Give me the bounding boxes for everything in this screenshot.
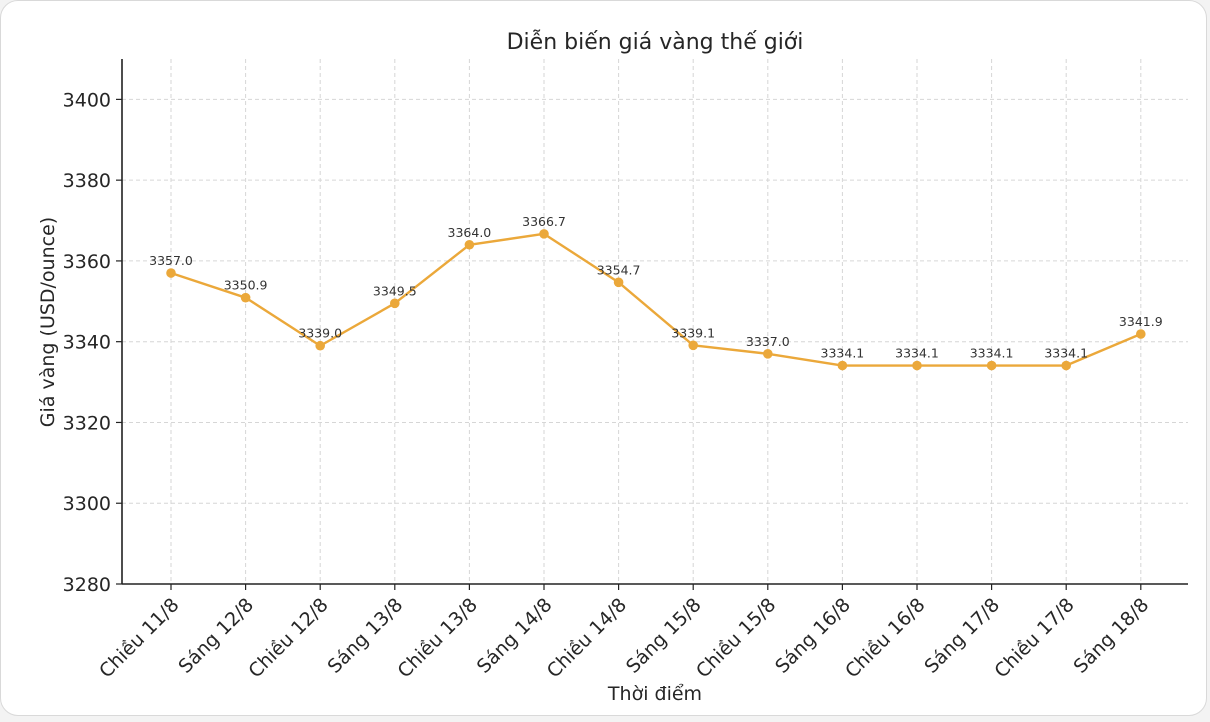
x-axis-label: Thời điểm bbox=[607, 683, 702, 705]
y-tick-label: 3380 bbox=[63, 170, 111, 192]
data-label: 3354.7 bbox=[597, 262, 641, 277]
data-point bbox=[837, 360, 848, 371]
y-axis-ticks: 3280 3300 3320 3340 3360 3380 3400 bbox=[63, 89, 122, 596]
data-point bbox=[763, 349, 773, 359]
y-tick-label: 3340 bbox=[63, 332, 111, 354]
data-point bbox=[390, 298, 400, 309]
data-point bbox=[613, 277, 624, 288]
x-tick-label: Chiều 16/8 bbox=[841, 594, 929, 682]
y-tick-label: 3320 bbox=[63, 412, 111, 434]
x-tick-label: Sáng 18/8 bbox=[1070, 594, 1154, 678]
data-label: 3364.0 bbox=[448, 225, 492, 240]
data-label: 3339.0 bbox=[298, 326, 342, 341]
data-label: 3349.5 bbox=[373, 283, 417, 298]
y-tick-label: 3360 bbox=[63, 251, 111, 273]
y-axis-label: Giá vàng (USD/ounce) bbox=[37, 217, 59, 427]
data-point bbox=[240, 292, 251, 303]
data-point bbox=[986, 360, 997, 371]
x-tick-label: Chiều 11/8 bbox=[95, 594, 183, 682]
data-point bbox=[464, 239, 475, 250]
data-labels: 3357.0 3350.9 3339.0 3349.5 3364.0 3366.7 3354… bbox=[149, 214, 1163, 361]
data-label: 3334.1 bbox=[1044, 346, 1088, 361]
data-point bbox=[539, 229, 549, 239]
data-point bbox=[315, 340, 326, 351]
x-tick-label: Chiều 15/8 bbox=[692, 594, 780, 682]
x-tick-label: Chiều 14/8 bbox=[543, 594, 631, 682]
data-label: 3337.0 bbox=[746, 334, 790, 349]
data-point bbox=[912, 360, 922, 371]
data-label: 3366.7 bbox=[522, 214, 566, 229]
y-tick-label: 3400 bbox=[63, 89, 111, 111]
x-tick-label: Chiều 12/8 bbox=[244, 594, 332, 682]
data-label: 3334.1 bbox=[821, 346, 865, 361]
data-label: 3339.1 bbox=[671, 325, 715, 340]
chart-title: Diễn biến giá vàng thế giới bbox=[507, 29, 804, 55]
grid bbox=[122, 59, 1188, 584]
data-point bbox=[1136, 329, 1146, 339]
data-label: 3341.9 bbox=[1119, 314, 1163, 329]
y-tick-label: 3280 bbox=[63, 574, 111, 596]
series-line bbox=[170, 232, 1142, 367]
x-tick-label: Chiều 13/8 bbox=[394, 594, 482, 682]
data-label: 3334.1 bbox=[970, 346, 1014, 361]
series-gold-price bbox=[166, 229, 1146, 371]
data-label: 3334.1 bbox=[895, 346, 939, 361]
data-label: 3350.9 bbox=[224, 278, 268, 293]
data-point bbox=[688, 340, 698, 351]
x-tick-label: Chiều 17/8 bbox=[990, 594, 1078, 682]
data-point bbox=[1061, 360, 1071, 371]
data-label: 3357.0 bbox=[149, 253, 193, 268]
y-tick-label: 3300 bbox=[63, 493, 111, 515]
data-point bbox=[166, 268, 176, 278]
